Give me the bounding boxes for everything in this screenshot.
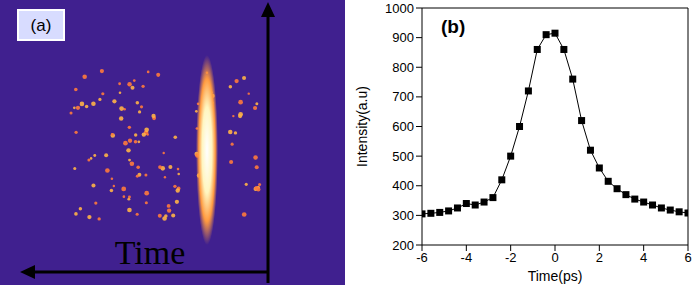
svg-text:-6: -6 <box>416 250 428 265</box>
svg-text:700: 700 <box>392 89 414 104</box>
svg-text:900: 900 <box>392 30 414 45</box>
svg-text:400: 400 <box>392 178 414 193</box>
svg-text:2: 2 <box>596 250 603 265</box>
svg-text:300: 300 <box>392 208 414 223</box>
svg-text:0: 0 <box>551 250 558 265</box>
svg-text:Intensity(a.u): Intensity(a.u) <box>354 86 370 167</box>
svg-text:Time: Time <box>115 234 186 271</box>
svg-text:Time(ps): Time(ps) <box>528 268 583 284</box>
html-text:(b): (b) <box>441 16 466 37</box>
svg-text:500: 500 <box>392 149 414 164</box>
svg-text:800: 800 <box>392 60 414 75</box>
svg-text:-2: -2 <box>505 250 517 265</box>
svg-text:4: 4 <box>640 250 647 265</box>
svg-text:600: 600 <box>392 119 414 134</box>
svg-text:-4: -4 <box>461 250 473 265</box>
svg-text:1000: 1000 <box>385 1 414 16</box>
svg-text:6: 6 <box>684 250 691 265</box>
svg-text:(a): (a) <box>31 16 52 35</box>
svg-text:200: 200 <box>392 238 414 253</box>
